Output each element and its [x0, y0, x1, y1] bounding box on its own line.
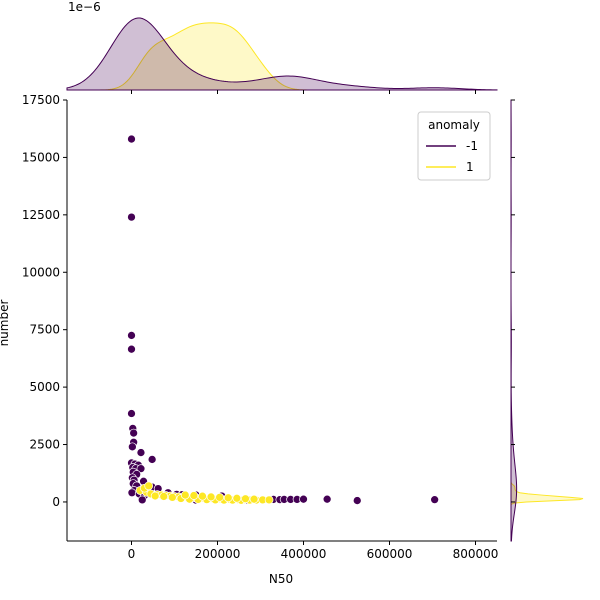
point-1: [198, 491, 207, 501]
legend-title: anomaly: [428, 118, 480, 132]
point-neg1: [127, 212, 136, 222]
point-1: [180, 490, 190, 500]
point-neg1: [127, 331, 136, 340]
point-neg1: [136, 448, 146, 457]
point-1: [189, 491, 199, 500]
point-1: [150, 491, 160, 501]
point-1: [223, 493, 233, 503]
point-neg1: [127, 344, 136, 354]
point-1: [215, 493, 224, 502]
point-neg1: [352, 496, 362, 505]
y-tick-label: 15000: [22, 150, 60, 164]
point-neg1: [147, 455, 157, 464]
point-1: [249, 494, 259, 504]
point-neg1: [127, 409, 136, 418]
x-tick-label: 200000: [195, 547, 241, 561]
point-neg1: [129, 428, 138, 438]
legend: anomaly -1 1: [417, 111, 491, 181]
y-tick-label: 10000: [22, 265, 60, 279]
point-1: [206, 492, 216, 502]
x-tick-label: 600000: [367, 547, 413, 561]
y-tick-label: 17500: [22, 93, 60, 107]
y-tick-label: 12500: [22, 208, 60, 222]
scatter-points: [127, 134, 439, 505]
y-tick-label: 0: [52, 495, 60, 509]
x-tick-label: 400000: [281, 547, 327, 561]
top-marginal-kde: [66, 17, 498, 91]
point-1: [264, 495, 274, 505]
point-neg1: [322, 494, 332, 504]
point-neg1: [430, 495, 439, 505]
point-1: [232, 493, 242, 503]
legend-label-1: 1: [466, 160, 474, 174]
x-tick-label: 0: [128, 547, 136, 561]
scatter-axes: [66, 100, 497, 542]
right-marginal-kde: [510, 99, 584, 542]
right-kde-neg1: [510, 99, 518, 542]
top-kde-neg1: [66, 17, 498, 91]
right-kde-1: [510, 100, 584, 541]
point-neg1: [128, 442, 137, 452]
legend-label-neg1: -1: [466, 139, 478, 153]
y-tick-label: 7500: [29, 323, 60, 337]
top-marginal-offset-text: 1e−6: [68, 0, 101, 14]
point-1: [144, 481, 154, 491]
y-tick-label: 5000: [29, 380, 60, 394]
point-1: [241, 494, 250, 504]
point-1: [168, 493, 177, 502]
point-neg1: [127, 488, 137, 498]
point-neg1: [137, 495, 147, 505]
axis-ticks: 0 200000 400000 600000 800000 0 2500 5000 7500 10…: [22, 90, 515, 561]
x-tick-label: 800000: [453, 547, 499, 561]
x-axis-label: N50: [269, 572, 293, 586]
y-axis-label: number: [0, 300, 11, 347]
point-neg1: [136, 464, 146, 473]
y-tick-label: 2500: [29, 438, 60, 452]
point-1: [159, 492, 169, 501]
point-neg1: [299, 494, 308, 504]
point-neg1: [127, 134, 136, 144]
